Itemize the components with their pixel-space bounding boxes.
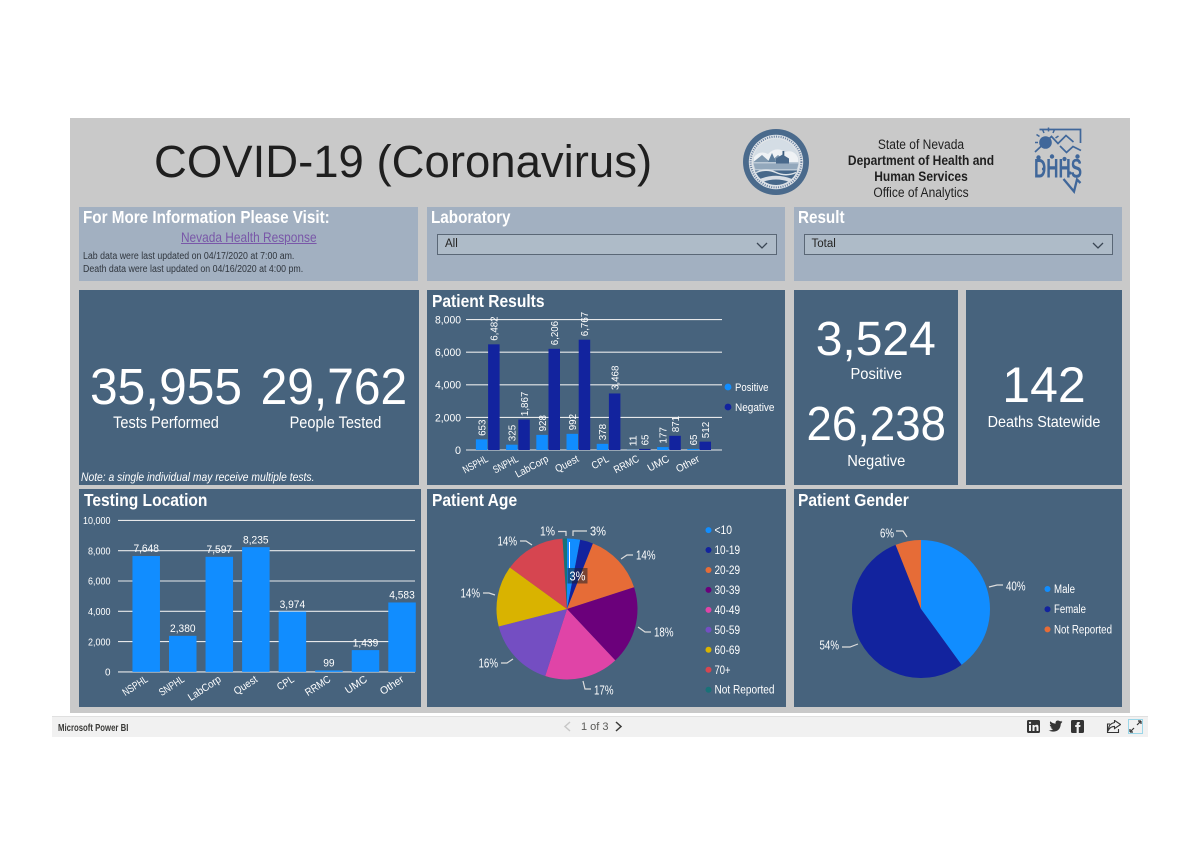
svg-text:14%: 14%	[461, 586, 481, 600]
svg-text:Female: Female	[1054, 604, 1086, 616]
svg-text:40%: 40%	[1006, 579, 1026, 593]
svg-text:4,000: 4,000	[435, 380, 461, 392]
svg-text:8,000: 8,000	[88, 545, 111, 557]
svg-text:54%: 54%	[819, 638, 839, 652]
svg-text:17%: 17%	[594, 683, 614, 697]
svg-text:4,583: 4,583	[389, 590, 415, 602]
svg-text:1%: 1%	[540, 524, 555, 538]
svg-text:Other: Other	[378, 673, 407, 697]
svg-text:6,000: 6,000	[435, 347, 461, 359]
svg-text:10-19: 10-19	[715, 545, 741, 557]
svg-text:2,000: 2,000	[88, 636, 111, 648]
svg-text:992: 992	[567, 414, 579, 431]
svg-text:512: 512	[700, 422, 712, 439]
svg-text:Other: Other	[674, 453, 702, 476]
svg-text:LabCorp: LabCorp	[513, 453, 551, 481]
svg-text:8,000: 8,000	[435, 314, 461, 326]
svg-text:0: 0	[455, 445, 461, 457]
svg-text:16%: 16%	[479, 656, 499, 670]
svg-text:6%: 6%	[880, 526, 894, 540]
svg-text:10,000: 10,000	[83, 515, 111, 527]
svg-text:7,597: 7,597	[207, 544, 233, 556]
svg-text:18%: 18%	[654, 625, 674, 639]
svg-text:6,000: 6,000	[88, 576, 111, 588]
svg-text:Negative: Negative	[735, 402, 775, 414]
svg-text:LabCorp: LabCorp	[186, 673, 224, 703]
svg-text:2,380: 2,380	[170, 623, 196, 635]
svg-text:RRMC: RRMC	[612, 453, 642, 476]
svg-text:Quest: Quest	[553, 453, 581, 475]
svg-text:8,235: 8,235	[243, 534, 268, 546]
svg-text:6,482: 6,482	[489, 316, 501, 341]
svg-text:6,767: 6,767	[579, 312, 591, 337]
svg-text:RRMC: RRMC	[303, 673, 333, 699]
svg-text:177: 177	[658, 427, 670, 444]
svg-text:3%: 3%	[570, 569, 586, 583]
svg-text:20-29: 20-29	[715, 565, 741, 577]
svg-text:60-69: 60-69	[715, 645, 741, 657]
svg-text:871: 871	[670, 416, 682, 433]
svg-text:50-59: 50-59	[715, 625, 741, 637]
svg-text:CPL: CPL	[590, 453, 612, 472]
svg-text:378: 378	[597, 424, 609, 441]
svg-text:99: 99	[323, 658, 334, 670]
svg-text:7,648: 7,648	[133, 543, 159, 555]
svg-text:NSPHL: NSPHL	[461, 453, 491, 476]
svg-text:3,468: 3,468	[609, 365, 621, 390]
svg-text:11: 11	[627, 435, 639, 446]
svg-text:14%: 14%	[636, 548, 656, 562]
svg-text:70+: 70+	[715, 665, 731, 677]
svg-text:DHHS: DHHS	[1034, 154, 1082, 184]
svg-text:40-49: 40-49	[715, 605, 741, 617]
svg-text:1,439: 1,439	[353, 637, 379, 649]
svg-text:653: 653	[476, 419, 488, 436]
svg-text:0: 0	[105, 667, 111, 679]
svg-text:65: 65	[640, 434, 652, 445]
svg-text:UMC: UMC	[343, 673, 370, 696]
svg-text:1,867: 1,867	[519, 392, 531, 417]
svg-text:928: 928	[537, 415, 549, 432]
svg-text:30-39: 30-39	[715, 585, 741, 597]
svg-text:65: 65	[688, 434, 700, 445]
svg-text:CPL: CPL	[275, 673, 297, 693]
svg-text:Not Reported: Not Reported	[1054, 624, 1112, 636]
svg-text:SNPHL: SNPHL	[157, 673, 187, 698]
svg-text:Male: Male	[1054, 584, 1075, 596]
svg-text:3,974: 3,974	[280, 599, 306, 611]
svg-text:4,000: 4,000	[88, 606, 111, 618]
svg-text:NSPHL: NSPHL	[120, 673, 150, 698]
svg-text:2,000: 2,000	[435, 412, 461, 424]
svg-text:Not Reported: Not Reported	[715, 685, 775, 697]
svg-text:325: 325	[507, 425, 519, 442]
svg-text:Quest: Quest	[232, 673, 260, 697]
svg-text:3%: 3%	[590, 524, 606, 538]
svg-text:Positive: Positive	[735, 382, 769, 394]
svg-text:UMC: UMC	[646, 453, 672, 475]
svg-text:6,206: 6,206	[549, 321, 561, 346]
svg-text:<10: <10	[715, 525, 733, 537]
svg-text:14%: 14%	[498, 534, 518, 548]
